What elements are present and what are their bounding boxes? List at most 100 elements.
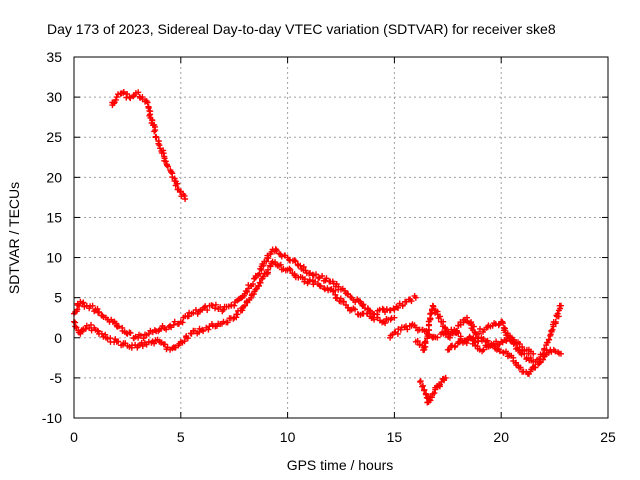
- x-axis-label: GPS time / hours: [287, 457, 394, 473]
- data-point: [475, 330, 482, 337]
- data-point: [89, 302, 96, 309]
- data-point: [412, 294, 419, 301]
- data-point: [313, 271, 319, 278]
- data-point: [420, 382, 426, 389]
- y-tick-label: 25: [46, 129, 62, 145]
- data-point: [144, 99, 151, 106]
- data-point: [204, 307, 211, 314]
- data-point: [135, 89, 142, 96]
- series-main-band-upper: [71, 246, 419, 342]
- y-tick-label: 35: [46, 49, 62, 65]
- data-point: [510, 336, 517, 343]
- data-point: [188, 330, 195, 337]
- data-point: [153, 134, 160, 141]
- data-point: [156, 142, 163, 149]
- data-point: [272, 246, 279, 253]
- data-point: [427, 310, 434, 317]
- data-point: [468, 319, 475, 326]
- data-point: [151, 128, 158, 135]
- data-point: [546, 336, 553, 343]
- data-point: [435, 382, 442, 389]
- data-point: [428, 394, 435, 401]
- data-point: [252, 286, 259, 293]
- data-point: [530, 350, 537, 357]
- data-point: [231, 302, 238, 309]
- data-point: [88, 321, 94, 328]
- data-point: [80, 299, 87, 306]
- data-point: [548, 327, 555, 334]
- data-point: [244, 288, 251, 295]
- data-marks: [71, 89, 564, 406]
- data-point: [340, 298, 347, 305]
- data-point: [112, 96, 119, 103]
- x-tick-label: 10: [280, 429, 296, 445]
- data-point: [493, 338, 500, 345]
- data-point: [79, 300, 86, 307]
- y-tick-label: 30: [46, 89, 62, 105]
- data-point: [422, 390, 429, 397]
- data-point: [442, 374, 449, 381]
- data-point: [164, 163, 171, 170]
- data-point: [241, 302, 248, 309]
- x-tick-label: 20: [493, 429, 509, 445]
- data-point: [292, 258, 299, 265]
- plot-frame: [73, 56, 609, 419]
- data-point: [260, 273, 267, 280]
- data-point: [265, 266, 271, 273]
- data-point: [434, 334, 441, 341]
- data-point: [273, 247, 280, 254]
- data-point: [181, 338, 188, 345]
- data-point: [391, 314, 398, 321]
- data-point: [115, 323, 122, 330]
- y-tick-label: 0: [54, 330, 62, 346]
- data-point: [250, 291, 257, 298]
- data-point: [76, 302, 83, 309]
- data-point: [126, 94, 133, 101]
- data-point: [422, 338, 429, 345]
- y-tick-label: 5: [54, 290, 62, 306]
- data-point: [171, 318, 178, 325]
- data-point: [72, 323, 79, 330]
- data-point: [442, 324, 449, 331]
- data-point: [454, 328, 460, 334]
- data-point: [200, 328, 207, 335]
- series-late-low: [417, 374, 449, 406]
- data-point: [184, 335, 191, 342]
- data-point: [265, 255, 272, 262]
- data-point: [317, 283, 324, 290]
- data-point: [417, 378, 424, 385]
- data-point: [554, 310, 561, 317]
- data-point: [124, 91, 131, 97]
- data-point: [82, 325, 89, 332]
- data-point: [302, 276, 308, 283]
- data-point: [130, 93, 137, 100]
- data-point: [278, 253, 285, 260]
- data-point: [477, 325, 483, 332]
- data-point: [371, 316, 378, 323]
- data-point: [517, 364, 524, 371]
- data-point: [382, 320, 389, 327]
- data-point: [437, 313, 443, 320]
- y-tick-label: 15: [46, 209, 62, 225]
- grid: [74, 57, 608, 418]
- data-point: [257, 279, 264, 286]
- data-point: [414, 337, 421, 344]
- y-tick-label: 10: [46, 250, 62, 266]
- data-point: [297, 262, 304, 269]
- data-point: [205, 326, 212, 333]
- data-point: [319, 273, 326, 279]
- data-point: [395, 304, 401, 311]
- data-point: [399, 302, 406, 309]
- data-point: [224, 319, 231, 326]
- data-point: [157, 145, 164, 152]
- chart-title: Day 173 of 2023, Sidereal Day-to-day VTE…: [47, 21, 556, 37]
- data-point: [77, 330, 84, 337]
- data-point: [110, 100, 117, 107]
- data-point: [543, 347, 550, 354]
- data-point: [145, 330, 152, 337]
- data-point: [162, 158, 169, 165]
- data-point: [127, 330, 134, 336]
- data-point: [233, 314, 240, 321]
- data-point: [152, 127, 159, 134]
